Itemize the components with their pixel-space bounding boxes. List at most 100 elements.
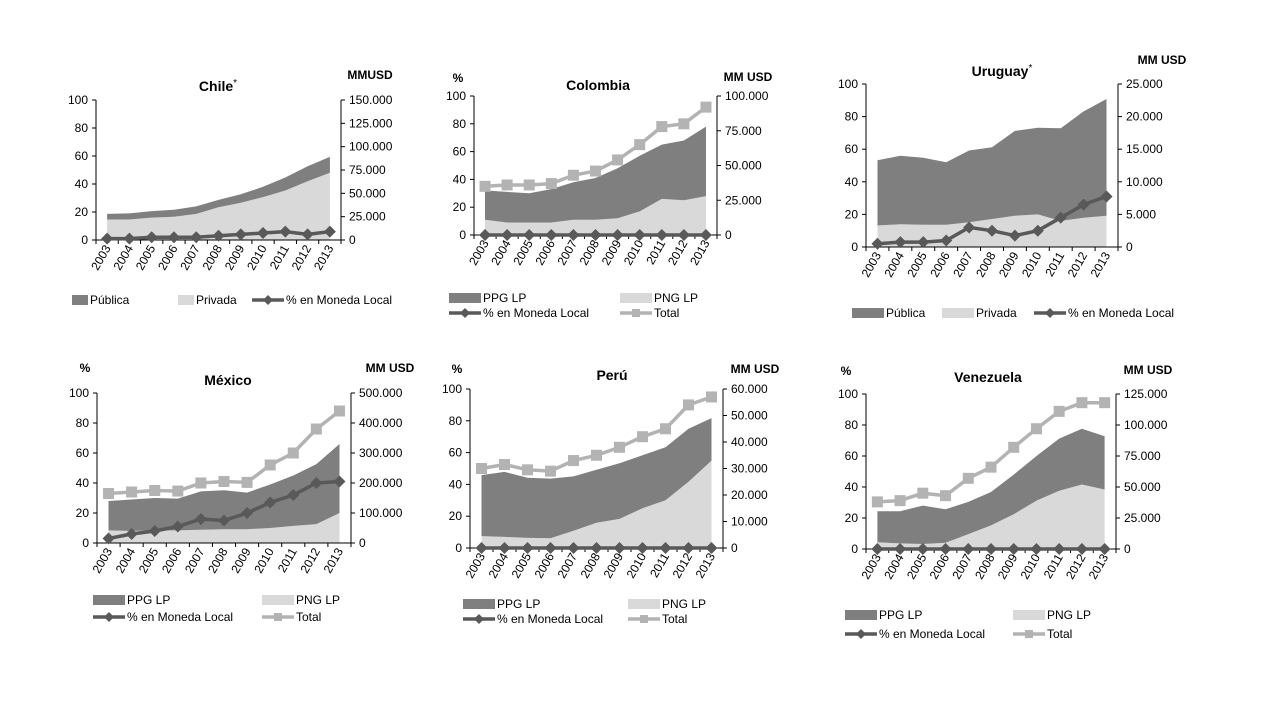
marker-diamond	[167, 231, 180, 244]
x-tick-label: 2007	[949, 551, 975, 581]
right-tick-label: 0	[1124, 542, 1131, 556]
marker-diamond	[917, 236, 930, 249]
legend-marker-diamond	[856, 629, 866, 639]
legend-item: PNG LP	[620, 291, 698, 305]
right-tick-label: 75.000	[725, 124, 762, 138]
chart-0: 0 20 40 60 80 100 0 25.000 50.000 75.000 100.000 12…	[68, 68, 393, 307]
legend: Pública Privada % en Moneda Local	[72, 293, 392, 307]
right-tick-label: 40.000	[731, 435, 768, 449]
marker-diamond	[894, 236, 907, 249]
x-tick-label: 2005	[136, 545, 162, 575]
legend-item: % en Moneda Local	[1034, 306, 1174, 320]
legend-swatch	[628, 599, 660, 609]
marker-diamond	[310, 477, 323, 489]
x-tick-label: 2006	[927, 551, 953, 581]
area-ppg-lp	[485, 126, 706, 223]
left-tick-label: 20	[453, 200, 467, 214]
legend-marker-diamond	[474, 614, 484, 624]
x-tick-label: 2011	[1041, 551, 1066, 581]
x-tick-label: 2011	[647, 550, 672, 580]
marker-square	[333, 405, 345, 417]
marker-square	[545, 178, 557, 190]
legend-item: % en Moneda Local	[93, 610, 233, 624]
legend-item: Total	[628, 612, 687, 626]
area-privada	[107, 172, 330, 240]
x-tick-label: 2008	[205, 545, 231, 575]
marker-diamond	[234, 228, 247, 241]
left-tick-label: 80	[845, 110, 859, 124]
area-p-blica	[107, 156, 330, 220]
marker-diamond	[145, 231, 158, 244]
legend-marker-diamond	[460, 308, 470, 318]
marker-diamond	[125, 528, 138, 540]
marker-square	[683, 399, 694, 411]
marker-square	[917, 487, 929, 499]
right-tick-label: 50.000	[725, 159, 762, 173]
marker-diamond	[1007, 543, 1020, 555]
right-axis-unit: MM USD	[731, 362, 780, 376]
x-tick-label: 2010	[621, 237, 647, 267]
marker-square	[706, 391, 717, 403]
left-tick-label: 80	[845, 418, 859, 432]
area-png-lp	[485, 196, 706, 235]
right-tick-label: 25.000	[725, 193, 762, 207]
right-tick-label: 0	[725, 228, 732, 242]
marker-square	[1030, 423, 1042, 435]
marker-square	[218, 476, 230, 487]
marker-diamond	[894, 543, 907, 555]
x-tick-label: 2010	[251, 545, 277, 575]
area-ppg-lp	[108, 444, 340, 531]
x-tick-label: 2013	[311, 242, 337, 272]
legend-marker-square	[274, 613, 282, 621]
right-tick-label: 0	[359, 536, 366, 550]
right-tick-label: 10.000	[1126, 175, 1163, 189]
right-tick-label: 0	[731, 541, 738, 555]
legend-item: % en Moneda Local	[252, 293, 392, 307]
marker-diamond	[916, 543, 929, 555]
marker-diamond	[677, 229, 690, 241]
marker-diamond	[1098, 543, 1111, 555]
marker-diamond	[1100, 190, 1113, 203]
chart-title-text: México	[204, 372, 251, 388]
legend-item: % en Moneda Local	[463, 612, 603, 626]
chart-title: México	[204, 372, 251, 388]
legend-item: Pública	[852, 306, 926, 320]
x-tick-label: 2004	[488, 237, 514, 267]
marker-diamond	[287, 489, 300, 501]
x-tick-label: 2008	[200, 242, 226, 272]
area-png-lp	[481, 460, 712, 548]
left-tick-label: 20	[76, 506, 90, 520]
left-tick-label: 100	[68, 93, 88, 107]
marker-square	[1099, 397, 1111, 409]
legend-swatch	[262, 595, 294, 605]
right-tick-label: 20.000	[1126, 110, 1163, 124]
x-tick-label: 2011	[275, 545, 300, 575]
marker-diamond	[655, 229, 668, 241]
legend-swatch	[93, 595, 125, 605]
marker-diamond	[567, 229, 580, 241]
marker-square	[985, 461, 997, 473]
chart-title-text: Uruguay	[972, 63, 1029, 79]
chart-title: Perú	[596, 367, 627, 383]
legend-label: PNG LP	[654, 291, 698, 305]
x-tick-label: 2008	[578, 550, 604, 580]
marker-diamond	[190, 231, 203, 244]
legend-item: PPG LP	[845, 608, 922, 622]
x-tick-label: 2003	[859, 249, 885, 279]
legend-marker-diamond	[104, 612, 114, 622]
legend: PPG LP PNG LP % en Moneda Local Total	[463, 597, 706, 626]
x-tick-label: 2005	[133, 242, 159, 272]
left-tick-label: 80	[76, 416, 90, 430]
marker-diamond	[705, 542, 718, 554]
x-tick-label: 2009	[222, 242, 248, 272]
left-tick-label: 40	[75, 177, 89, 191]
marker-diamond	[148, 525, 161, 537]
marker-diamond	[241, 507, 254, 519]
marker-diamond	[1031, 224, 1044, 237]
marker-diamond	[613, 542, 626, 554]
marker-square	[700, 101, 712, 113]
left-tick-label: 100	[838, 387, 858, 401]
legend-label: % en Moneda Local	[286, 293, 392, 307]
left-tick-label: 0	[459, 228, 466, 242]
x-tick-label: 2011	[643, 237, 668, 267]
